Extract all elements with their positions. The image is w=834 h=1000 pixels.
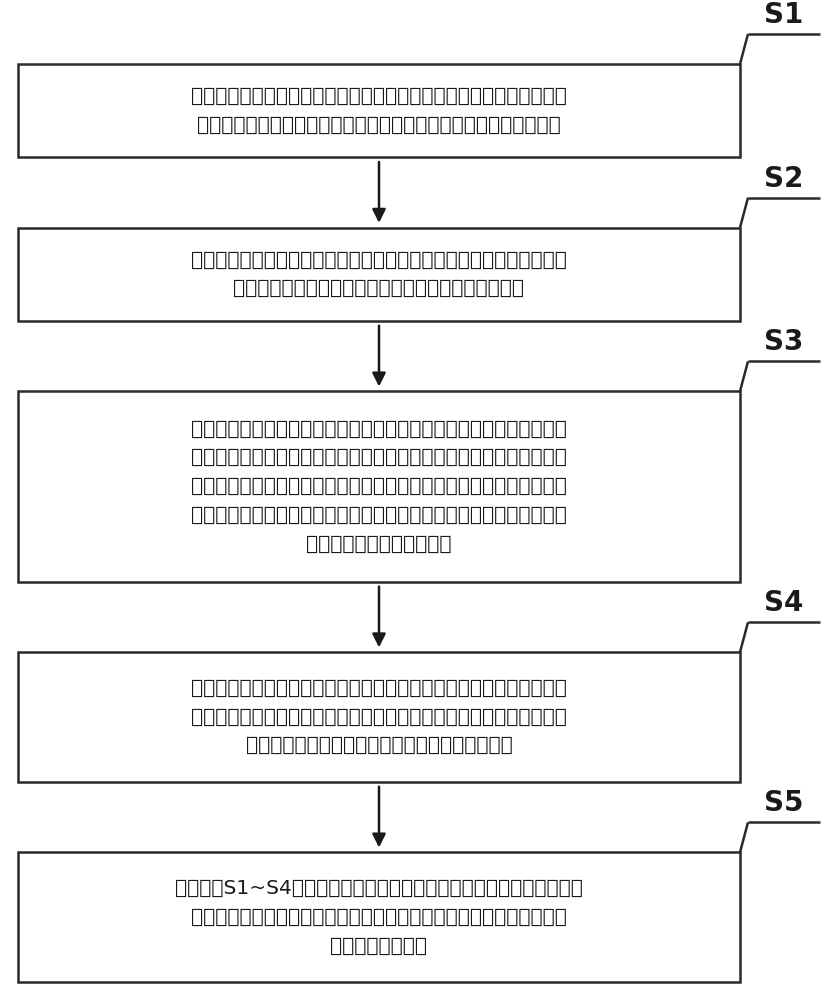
Text: S3: S3 <box>764 328 804 356</box>
Text: S2: S2 <box>764 165 804 193</box>
Text: 对反向前数控机床主轴回转误差依次进行低通滤波和连续小波变换获得
以时间为横坐标并以尺度为纵坐标的连续小波变换的系数矩阵灰度图: 对反向前数控机床主轴回转误差依次进行低通滤波和连续小波变换获得 以时间为横坐标并… <box>191 87 567 134</box>
Text: 计算所述准停稳定阶段幅值的均值以及旋转稳定阶段的同步误差运动，
以所述均值为基准在所述同步误差运动中截取一个回转周期的信号段，
所述信号段即为反向前用于圆度误差: 计算所述准停稳定阶段幅值的均值以及旋转稳定阶段的同步误差运动， 以所述均值为基准… <box>191 679 567 755</box>
Text: 获取准停稳定阶段和旋转稳定阶段，其中，所述准停稳定阶段通过将主
轴准停稳定阶段前的奇异点和准停稳定阶段后的奇异点分别向对方做一
定偏置获得；所述主轴旋转稳定阶段: 获取准停稳定阶段和旋转稳定阶段，其中，所述准停稳定阶段通过将主 轴准停稳定阶段前… <box>191 420 567 554</box>
Bar <box>18 852 740 982</box>
Bar <box>18 64 740 157</box>
Text: S1: S1 <box>765 1 804 29</box>
Text: S4: S4 <box>764 589 804 617</box>
Bar <box>18 391 740 582</box>
Bar <box>18 652 740 782</box>
Text: S5: S5 <box>764 789 804 817</box>
Text: 采用步骤S1~S4相同的方法获取反向后用于圆度误差分离的信号段，而
后采用反向法对所述反向前的信号段和反向后的信号段进行处理即可获
得主轴的圆度误差: 采用步骤S1~S4相同的方法获取反向后用于圆度误差分离的信号段，而 后采用反向法… <box>175 879 583 955</box>
Text: 提取所述系数矩阵灰度图中连续的小波变换模极大值脊线，并根据所述
小波变换模极大值脊线获取所述主轴回转误差的奇异点: 提取所述系数矩阵灰度图中连续的小波变换模极大值脊线，并根据所述 小波变换模极大值… <box>191 250 567 298</box>
Bar <box>18 228 740 321</box>
